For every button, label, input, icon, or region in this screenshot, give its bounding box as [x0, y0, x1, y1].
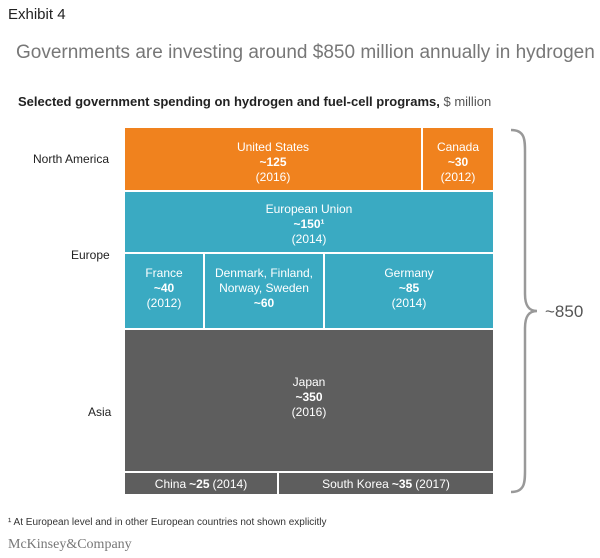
block-japan: Japan ~350 (2016)	[125, 330, 493, 471]
block-year: (2012)	[146, 296, 182, 310]
block-name: Germany	[384, 266, 434, 280]
footnote: ¹ At European level and in other Europea…	[8, 517, 327, 528]
block-china: China ~25 (2014)	[125, 473, 277, 494]
block-value: ~35	[391, 476, 413, 491]
block-value: ~60	[253, 296, 275, 310]
block-value: ~150¹	[293, 217, 325, 231]
block-united-states: United States ~125 (2016)	[125, 128, 421, 190]
block-year: (2012)	[440, 170, 476, 184]
block-name: Canada	[436, 140, 480, 154]
subtitle-unit: $ million	[443, 94, 492, 109]
block-value: ~85	[398, 281, 420, 295]
block-name: United States	[236, 140, 310, 154]
block-nordics: Denmark, Finland, Norway, Sweden ~60	[205, 254, 323, 328]
block-year: (2014)	[291, 232, 327, 246]
headline: Governments are investing around $850 mi…	[16, 42, 595, 63]
exhibit-label: Exhibit 4	[8, 6, 66, 23]
region-label-europe: Europe	[71, 248, 110, 262]
block-value: ~25	[189, 476, 210, 491]
block-name: European Union	[265, 202, 353, 216]
total-brace	[510, 128, 538, 494]
block-value: ~350	[295, 390, 323, 404]
block-year: (2014)	[391, 296, 427, 310]
block-name: South Korea	[322, 476, 389, 491]
subtitle-main: Selected government spending on hydrogen…	[18, 94, 440, 109]
block-year: (2016)	[255, 170, 291, 184]
region-label-asia: Asia	[88, 405, 112, 419]
block-value: ~125	[259, 155, 287, 169]
block-year: (2014)	[212, 476, 248, 491]
region-label-north-america: North America	[33, 152, 110, 166]
block-name: France	[145, 266, 183, 280]
block-canada: Canada ~30 (2012)	[423, 128, 493, 190]
block-name-line2: Norway, Sweden	[219, 281, 309, 295]
block-year: (2016)	[291, 405, 327, 419]
block-value: ~30	[447, 155, 469, 169]
block-germany: Germany ~85 (2014)	[325, 254, 493, 328]
total-label: ~850	[545, 302, 584, 321]
block-year: (2017)	[415, 476, 450, 491]
block-name-line1: Denmark, Finland,	[214, 266, 314, 280]
block-france: France ~40 (2012)	[125, 254, 203, 328]
block-south-korea: South Korea ~35 (2017)	[279, 473, 493, 494]
chart-subtitle: Selected government spending on hydrogen…	[18, 94, 491, 109]
block-name: Japan	[292, 375, 326, 389]
block-european-union: European Union ~150¹ (2014)	[125, 192, 493, 252]
block-value: ~40	[153, 281, 175, 295]
brace-path	[510, 128, 538, 494]
block-name: China	[154, 476, 187, 491]
mckinsey-logo: McKinsey&Company	[8, 537, 132, 552]
